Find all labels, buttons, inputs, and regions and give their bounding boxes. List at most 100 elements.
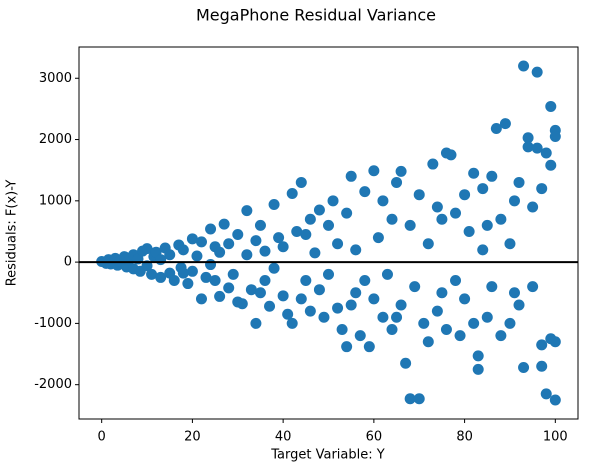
point xyxy=(504,238,516,250)
point xyxy=(227,268,239,280)
point xyxy=(518,362,530,374)
point xyxy=(286,317,298,329)
point xyxy=(395,299,407,311)
chart-title: MegaPhone Residual Variance xyxy=(196,6,436,25)
point xyxy=(168,274,180,286)
point xyxy=(440,324,452,336)
point xyxy=(286,187,298,199)
point xyxy=(522,132,534,144)
point xyxy=(341,341,353,353)
point xyxy=(391,311,403,323)
x-axis-label: Target Variable: Y xyxy=(270,448,384,463)
point xyxy=(472,350,484,362)
point xyxy=(341,207,353,219)
x-tick-label: 80 xyxy=(456,430,473,445)
point xyxy=(273,232,285,244)
y-axis-label: Residuals: F(x)-Y xyxy=(5,180,20,287)
point xyxy=(481,311,493,323)
point xyxy=(522,141,534,153)
point xyxy=(495,213,507,225)
point xyxy=(540,147,552,159)
point xyxy=(436,213,448,225)
point xyxy=(155,271,167,283)
point xyxy=(259,274,271,286)
point xyxy=(391,176,403,188)
y-tick-label: 1000 xyxy=(39,193,72,208)
point xyxy=(495,330,507,342)
point xyxy=(177,244,189,256)
point xyxy=(304,213,316,225)
point xyxy=(209,274,221,286)
point xyxy=(191,250,203,262)
point xyxy=(182,278,194,290)
point xyxy=(232,229,244,241)
point xyxy=(336,324,348,336)
point xyxy=(254,219,266,231)
point xyxy=(200,271,212,283)
point xyxy=(477,183,489,195)
plot-frame xyxy=(78,46,579,420)
point xyxy=(177,267,189,279)
point xyxy=(295,176,307,188)
point xyxy=(268,199,280,211)
point xyxy=(436,287,448,299)
point xyxy=(141,243,153,255)
point xyxy=(450,207,462,219)
point xyxy=(350,244,362,256)
point xyxy=(241,249,253,261)
y-tick-label: -1000 xyxy=(34,316,72,331)
point xyxy=(214,246,226,258)
point xyxy=(300,274,312,286)
point xyxy=(282,308,294,320)
point xyxy=(323,219,334,231)
point xyxy=(241,205,253,217)
point xyxy=(518,60,530,72)
point xyxy=(186,233,198,245)
point xyxy=(332,238,344,250)
point xyxy=(359,186,371,198)
point xyxy=(354,330,366,342)
point xyxy=(368,293,380,305)
point xyxy=(400,357,412,369)
point xyxy=(527,281,539,293)
x-tick-label: 40 xyxy=(275,430,292,445)
point xyxy=(368,165,380,177)
point xyxy=(223,282,235,294)
point xyxy=(323,268,334,280)
point xyxy=(549,336,561,348)
point xyxy=(549,394,561,406)
point xyxy=(422,336,434,348)
point xyxy=(450,274,462,286)
point xyxy=(468,317,480,329)
point xyxy=(508,195,520,207)
point xyxy=(540,388,552,400)
point xyxy=(195,293,207,305)
point xyxy=(236,298,248,310)
point xyxy=(468,167,480,179)
point xyxy=(146,268,158,280)
x-tick-label: 0 xyxy=(98,430,106,445)
point xyxy=(327,195,339,207)
point xyxy=(508,287,520,299)
point xyxy=(304,305,316,317)
point xyxy=(513,299,525,311)
point xyxy=(277,290,289,302)
point xyxy=(549,130,561,142)
point xyxy=(536,360,548,372)
point xyxy=(513,176,525,188)
point xyxy=(245,284,257,296)
point xyxy=(195,236,207,248)
point xyxy=(313,204,325,216)
point xyxy=(214,290,226,302)
y-tick-label: 0 xyxy=(64,255,72,270)
point xyxy=(332,302,344,314)
point xyxy=(205,223,217,235)
point xyxy=(445,149,457,161)
point xyxy=(264,300,276,312)
point xyxy=(413,393,425,405)
point xyxy=(477,244,489,256)
point xyxy=(309,247,321,259)
point xyxy=(218,218,230,230)
point xyxy=(318,311,330,323)
point xyxy=(431,305,443,317)
